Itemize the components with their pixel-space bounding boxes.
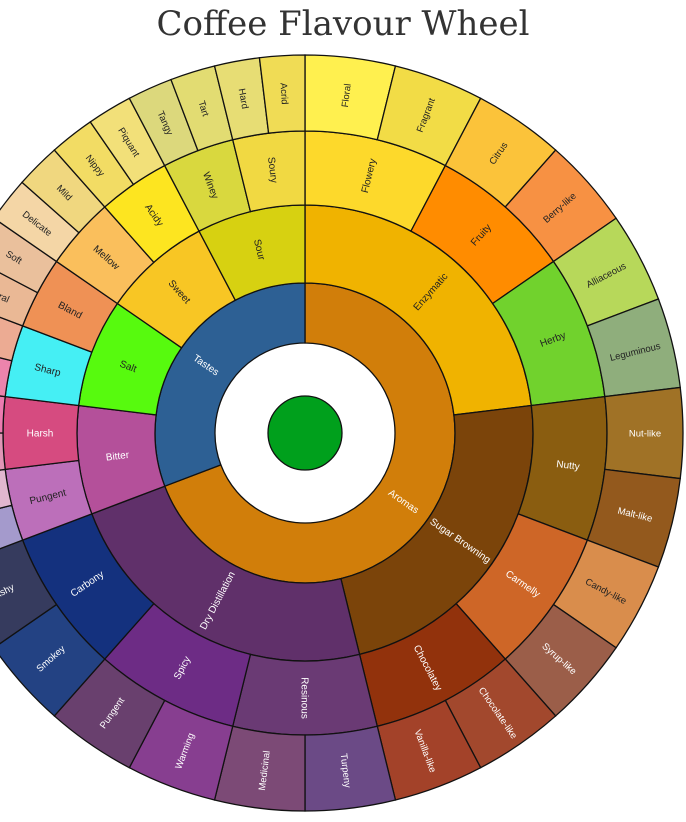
subgroup-label-resinous: Resinous [299, 677, 310, 719]
descriptor-label-nut-like: Nut-like [629, 428, 661, 439]
subgroup-label-harsh: Harsh [27, 429, 54, 440]
wheel-center-hub [267, 395, 343, 471]
descriptor-label-acrid: Acrid [278, 83, 290, 105]
subgroup-label-nutty: Nutty [556, 459, 580, 473]
group-label-sour: Sour [251, 238, 267, 262]
page-title: Coffee Flavour Wheel [156, 4, 530, 44]
descriptor-label-tart: Tart [195, 99, 210, 118]
descriptor-label-neutral: Neutral [0, 283, 11, 306]
descriptor-label-floral: Floral [340, 83, 354, 108]
descriptor-label-medicinal: Medicinal [257, 750, 273, 791]
group-label-bitter: Bitter [105, 450, 130, 464]
descriptor-segment-acrid [258, 54, 306, 134]
descriptor-label-hard: Hard [236, 88, 251, 110]
descriptor-label-turpeny: Turpeny [338, 753, 353, 789]
subgroup-label-soury: Soury [265, 156, 279, 183]
